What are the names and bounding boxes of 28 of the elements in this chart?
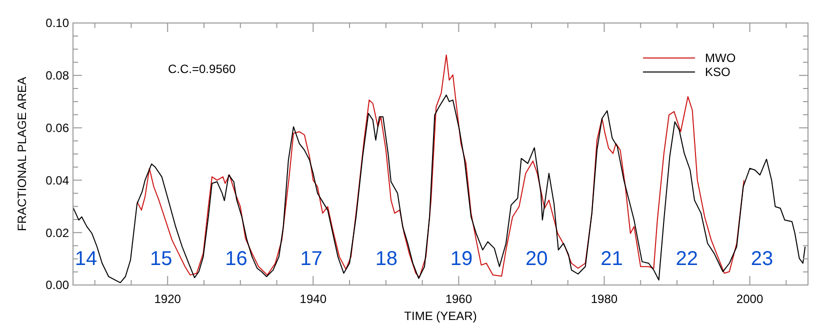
y-axis-title: FRACTIONAL PLAGE AREA — [15, 76, 29, 232]
annotation: 15 — [150, 248, 172, 270]
line-series — [136, 54, 744, 278]
y-tick-label: 0.08 — [46, 68, 70, 83]
line-series — [72, 94, 806, 284]
y-tick-label: 0.10 — [46, 16, 70, 30]
annotation: 14 — [74, 248, 98, 270]
legend-label: MWO — [705, 51, 736, 66]
annotation: 17 — [300, 248, 322, 270]
x-tick-label: 1980 — [590, 292, 618, 306]
y-tick-label: 0.06 — [46, 121, 70, 135]
annotation: 23 — [750, 248, 774, 270]
x-tick-label: 1960 — [445, 292, 472, 306]
y-tick-label: 0.04 — [46, 173, 70, 188]
x-tick-label: 2000 — [736, 292, 764, 306]
annotation: 21 — [600, 248, 623, 270]
y-tick-label: 0.00 — [46, 278, 70, 292]
annotation: 22 — [676, 248, 698, 270]
annotation: C.C.=0.9560 — [168, 62, 236, 76]
annotation: 19 — [450, 248, 473, 270]
x-tick-label: 1940 — [300, 292, 327, 306]
annotation: 18 — [375, 248, 398, 270]
annotation: 16 — [225, 248, 248, 270]
annotation: 20 — [526, 248, 548, 270]
legend-label: KSO — [705, 65, 730, 80]
x-axis-title: TIME (YEAR) — [404, 309, 477, 323]
y-tick-label: 0.02 — [46, 226, 70, 240]
x-tick-label: 1920 — [154, 292, 182, 306]
